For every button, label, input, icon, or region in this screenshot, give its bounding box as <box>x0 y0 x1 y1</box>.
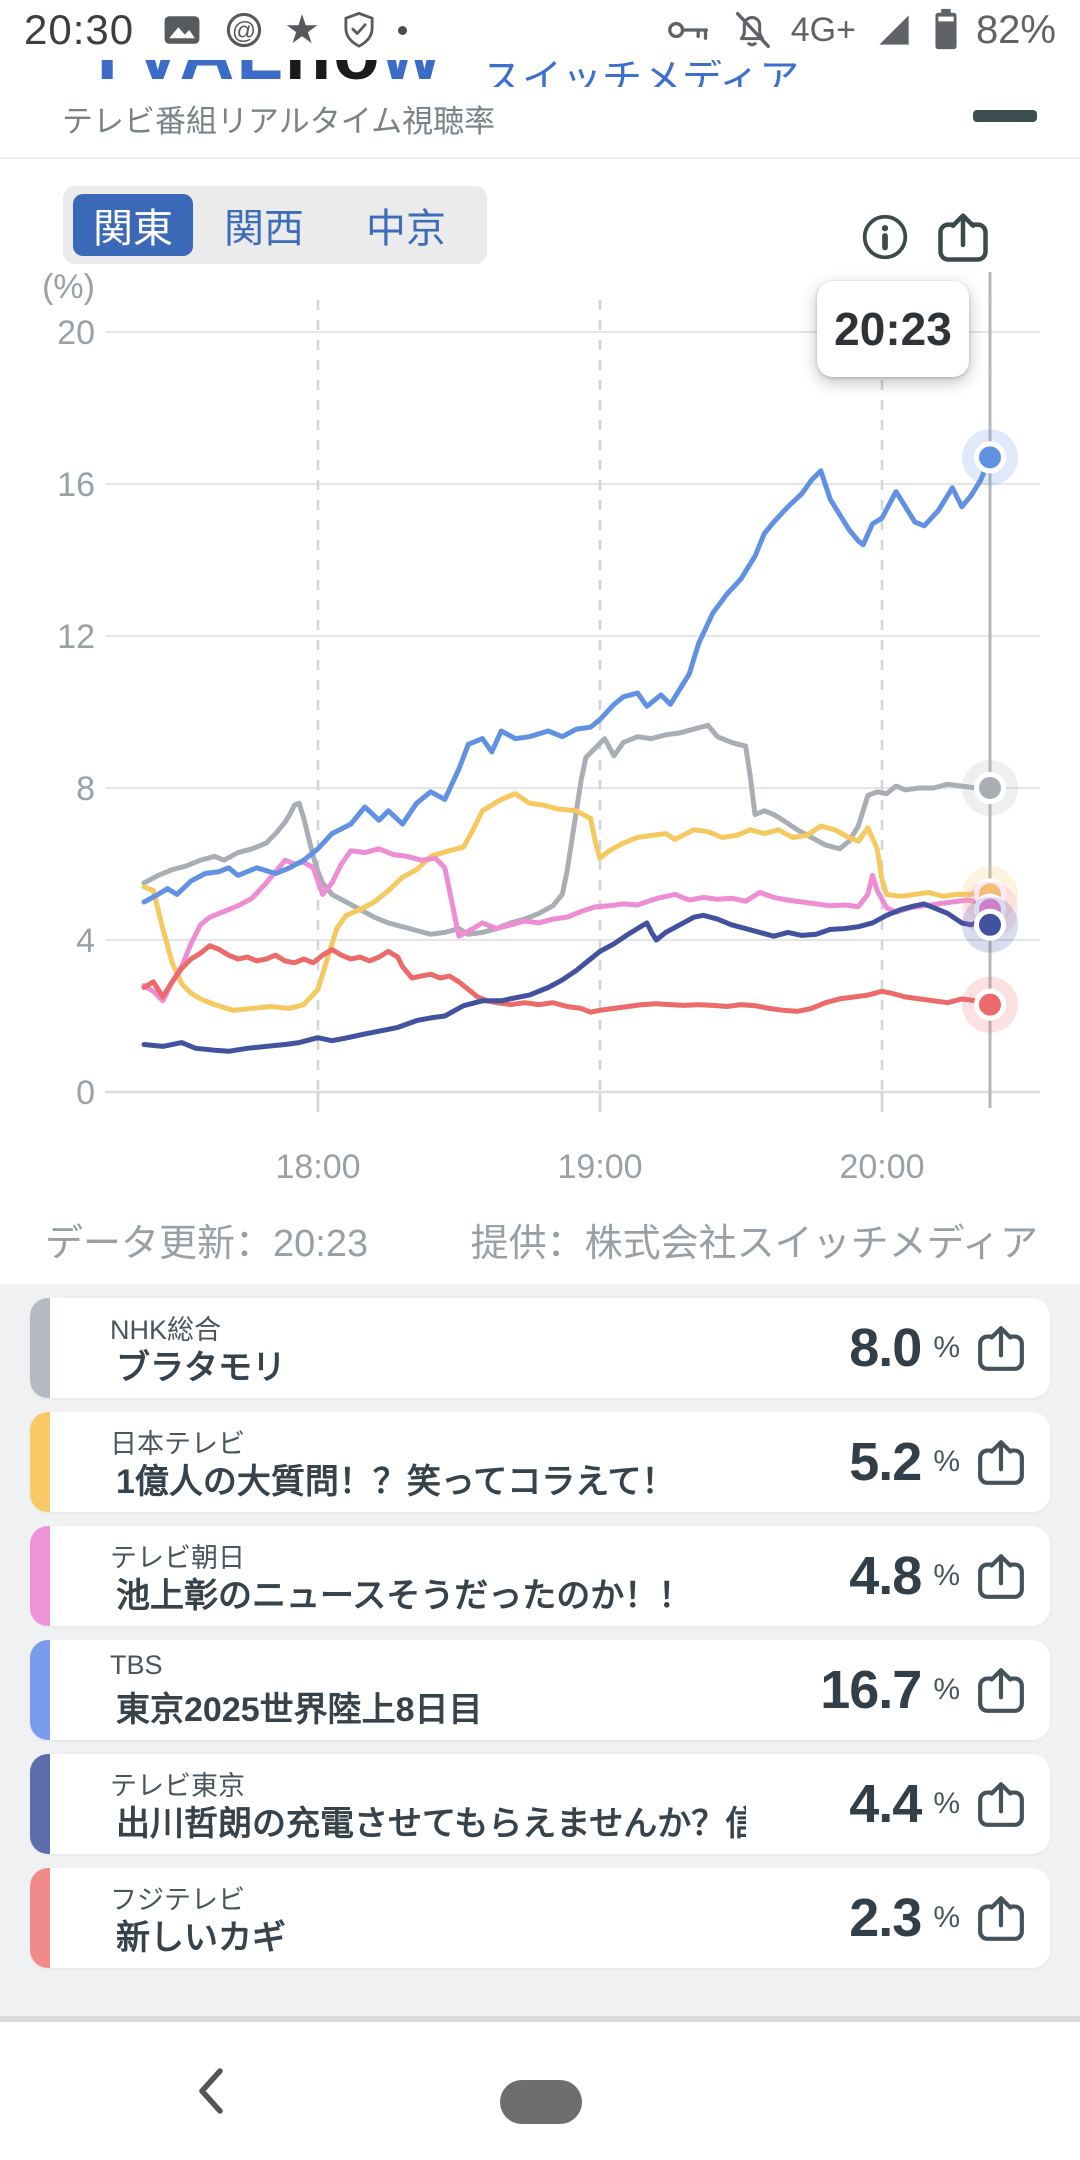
rating-value: 16.7 <box>820 1660 922 1720</box>
tab-kansai[interactable]: 関西 <box>224 207 304 251</box>
list-item[interactable]: テレビ朝日 池上彰のニュースそうだったのか！！ 4.8% <box>30 1526 1050 1626</box>
rating-value: 4.4 <box>849 1774 922 1834</box>
app-subtitle: テレビ番組リアルタイム視聴率 <box>62 104 496 139</box>
endpoint-dots-layer <box>962 429 1018 1033</box>
program-title: 池上彰のニュースそうだったのか！！ <box>116 1577 693 1615</box>
program-title: 新しいカギ <box>116 1919 286 1957</box>
clock: 20:30 <box>24 6 135 53</box>
home-pill[interactable] <box>500 2080 582 2124</box>
grid-horizontal <box>105 331 1040 1094</box>
y-tick-8: 8 <box>76 770 95 808</box>
rating-value: 2.3 <box>849 1888 922 1948</box>
endpoint-dot-tbs <box>974 441 1006 474</box>
app-header: TVALnow スイッチメディア テレビ番組リアルタイム視聴率 <box>0 60 1080 157</box>
y-tick-12: 12 <box>57 618 95 656</box>
svg-text:@: @ <box>232 17 256 44</box>
endpoint-dot-tx <box>974 908 1006 941</box>
list-item[interactable]: NHK総合 ブラタモリ 8.0% <box>30 1298 1050 1398</box>
x-tick-20: 20:00 <box>839 1148 924 1186</box>
share-icon[interactable] <box>976 1323 1026 1373</box>
program-title: ブラタモリ <box>116 1349 286 1387</box>
share-icon[interactable] <box>976 1551 1026 1601</box>
percent-unit: % <box>933 1559 960 1592</box>
program-title: 1億人の大質問！？笑ってコラえて！ <box>116 1463 676 1501</box>
share-icon[interactable] <box>976 1893 1026 1943</box>
program-title: 出川哲朗の充電させてもらえませんか？信… <box>116 1805 746 1843</box>
rating-value: 5.2 <box>849 1432 922 1492</box>
back-chevron-icon[interactable] <box>190 2065 234 2117</box>
system-nav-bar <box>0 2022 1080 2160</box>
rating-value: 8.0 <box>849 1318 922 1378</box>
percent-unit: % <box>933 1445 960 1478</box>
channel-color-bar <box>30 1868 50 1968</box>
x-tick-18: 18:00 <box>275 1148 360 1186</box>
signal-triangle-icon <box>879 15 909 45</box>
y-tick-0: 0 <box>76 1074 95 1112</box>
info-icon[interactable] <box>860 212 910 262</box>
region-tab-group: 関東 関西 中京 <box>63 186 487 264</box>
channel-color-bar <box>30 1298 50 1398</box>
share-icon[interactable] <box>976 1665 1026 1715</box>
series-layer <box>141 454 993 1054</box>
key-icon <box>667 21 708 40</box>
share-icon[interactable] <box>976 1779 1026 1829</box>
y-tick-20: 20 <box>57 314 95 352</box>
list-item[interactable]: 日本テレビ 1億人の大質問！？笑ってコラえて！ 5.2% <box>30 1412 1050 1512</box>
channel-color-bar <box>30 1754 50 1854</box>
series-line-nhk <box>141 722 993 937</box>
data-updated-label: データ更新：20:23 <box>45 1223 369 1265</box>
channel-name: 日本テレビ <box>110 1429 245 1459</box>
notification-dot <box>397 25 407 35</box>
channel-name: フジテレビ <box>110 1885 245 1915</box>
hamburger-menu-icon[interactable] <box>973 110 1037 122</box>
x-axis-ticks <box>316 1092 884 1112</box>
network-type-label: 4G+ <box>790 10 856 49</box>
endpoint-dot-nhk <box>974 772 1006 804</box>
channel-name: テレビ朝日 <box>110 1543 245 1573</box>
channel-name: テレビ東京 <box>110 1771 245 1801</box>
percent-unit: % <box>933 1787 960 1820</box>
x-tick-19: 19:00 <box>557 1148 642 1186</box>
share-icon[interactable] <box>976 1437 1026 1487</box>
percent-unit: % <box>933 1331 960 1364</box>
status-bar: 20:30 @ ★ 4G+ 82% <box>0 0 1080 60</box>
series-line-tx <box>141 901 993 1054</box>
channel-color-bar <box>30 1640 50 1740</box>
app-logo[interactable]: TVALnow <box>84 60 484 92</box>
channel-name: TBS <box>110 1650 163 1680</box>
channel-color-bar <box>30 1526 50 1626</box>
supplier-logo-text: スイッチメディア <box>482 60 800 87</box>
provider-label: 提供：株式会社スイッチメディア <box>470 1223 1038 1265</box>
tab-kanto[interactable]: 関東 <box>73 194 193 256</box>
battery-icon <box>935 8 957 50</box>
series-line-ntv <box>141 791 993 1013</box>
shield-check-icon <box>344 11 374 48</box>
threads-icon: @ <box>226 12 262 48</box>
y-tick-16: 16 <box>57 466 95 504</box>
tab-chukyo[interactable]: 中京 <box>366 207 446 251</box>
channel-color-bar <box>30 1412 50 1512</box>
rating-value: 4.8 <box>849 1546 922 1606</box>
endpoint-dot-cx <box>974 988 1006 1021</box>
battery-percent-label: 82% <box>975 7 1056 52</box>
percent-unit: % <box>933 1901 960 1934</box>
y-tick-4: 4 <box>76 922 95 960</box>
grid-vertical <box>316 300 884 1092</box>
y-axis-unit-label: (%) <box>42 268 95 306</box>
list-item[interactable]: テレビ東京 出川哲朗の充電させてもらえませんか？信… 4.4% <box>30 1754 1050 1854</box>
notifications-off-icon <box>735 11 770 49</box>
cursor-time-tooltip: 20:23 <box>817 281 969 377</box>
chart-svg[interactable]: (%) 20 16 12 8 4 0 18:00 19:00 20:00 <box>0 0 1080 1200</box>
channel-name: NHK総合 <box>110 1315 222 1345</box>
list-item[interactable]: フジテレビ 新しいカギ 2.3% <box>30 1868 1050 1968</box>
percent-unit: % <box>933 1673 960 1706</box>
series-line-tbs <box>141 454 993 905</box>
star-icon: ★ <box>284 8 320 52</box>
photo-icon <box>164 16 200 44</box>
program-title: 東京2025世界陸上8日目 <box>116 1691 483 1729</box>
header-divider <box>0 157 1080 159</box>
list-item[interactable]: TBS 東京2025世界陸上8日目 16.7% <box>30 1640 1050 1740</box>
